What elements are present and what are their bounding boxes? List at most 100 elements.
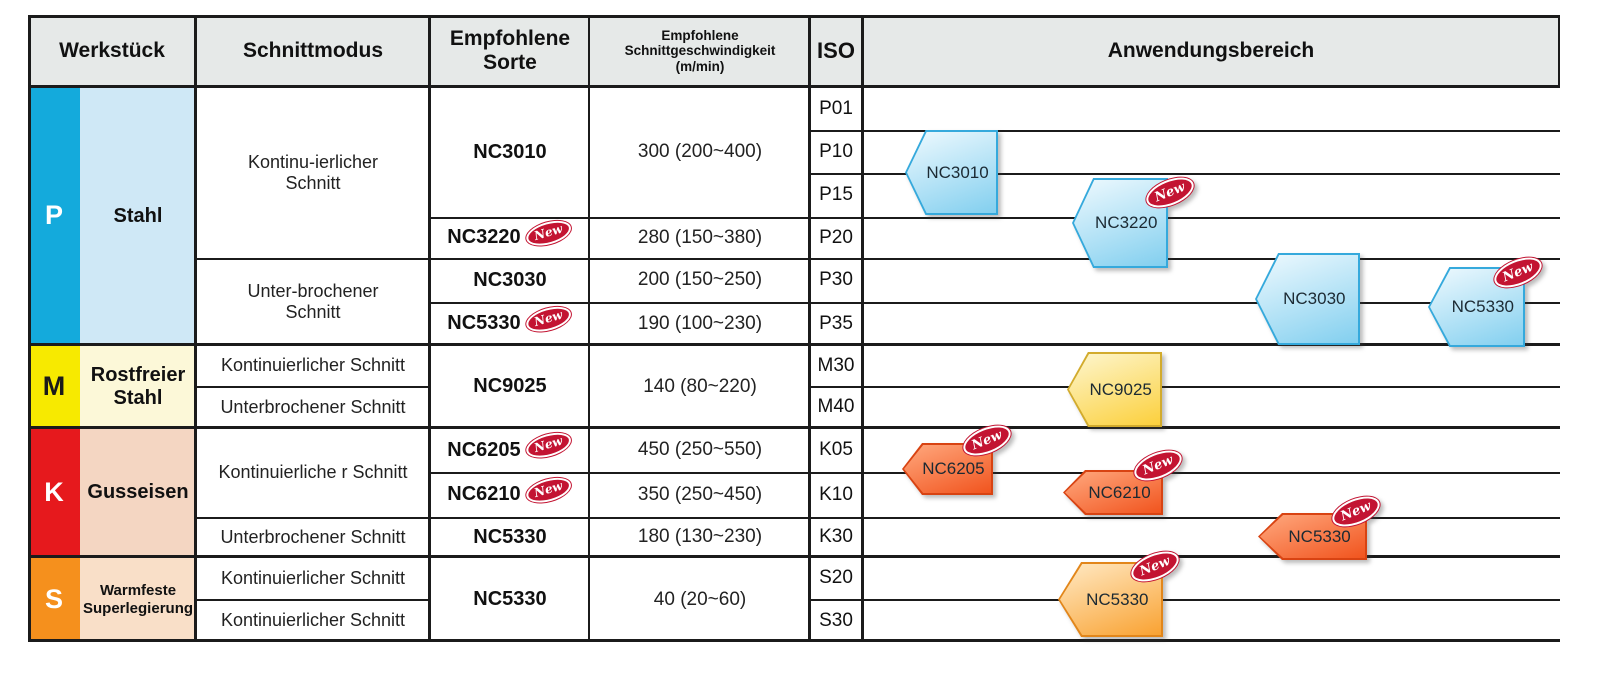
speed-cell: 190 (100~230): [590, 302, 810, 345]
mode-cell: Kontinuierlicher Schnitt: [196, 557, 430, 599]
iso-cell-P15: P15: [810, 173, 862, 217]
app-tag-NC6205: NC6205 New: [902, 419, 1015, 495]
iso-cell-P35: P35: [810, 302, 862, 345]
section-letter-S: S: [28, 557, 80, 642]
iso-cell-K30: K30: [810, 517, 862, 557]
grade-cell: NC5330 New: [430, 301, 590, 345]
tag-shape: [1069, 354, 1160, 425]
col-header-anwendungsbereich-label: Anwendungsbereich: [1107, 38, 1315, 62]
grid-line: [196, 258, 1560, 260]
grid-line: [861, 15, 864, 642]
section-letter-M: M: [28, 345, 80, 428]
app-tag-NC5330-s: NC5330 New: [1058, 545, 1183, 637]
grid-line: [430, 217, 1560, 219]
iso-label: P30: [819, 269, 853, 291]
iso-label: P35: [819, 312, 853, 334]
mode-label: Kontinu-ierlicher Schnitt: [247, 151, 379, 193]
iso-cell-K10: K10: [810, 472, 862, 517]
section-letter-P-label: P: [44, 200, 63, 231]
col-header-geschwindigkeit-label: Empfohlene Schnittgeschwindigkeit (m/min…: [624, 27, 776, 74]
grade-name: NC3220: [447, 226, 521, 248]
grade-cell: NC6205 New: [430, 428, 590, 472]
mode-cell: Kontinu-ierlicher Schnitt: [196, 87, 430, 258]
grid-line: [810, 599, 1560, 601]
grid-line: [430, 302, 1560, 304]
mode-cell: Kontinuierlicher Schnitt: [196, 345, 430, 386]
col-header-sorte: Empfohlene Sorte: [430, 15, 590, 87]
grid-line: [28, 343, 1560, 346]
speed-cell: 140 (80~220): [590, 345, 810, 428]
speed-cell: 350 (250~450): [590, 472, 810, 517]
col-header-iso: ISO: [810, 15, 862, 87]
col-header-werkstueck-label: Werkstück: [59, 38, 165, 62]
iso-label: K05: [819, 439, 853, 461]
mode-cell: Unterbrochener Schnitt: [196, 386, 430, 428]
iso-label: P20: [819, 226, 853, 248]
app-tag-label: NC6210: [1088, 482, 1151, 502]
speed-value: 350 (250~450): [637, 483, 763, 505]
speed-value: 300 (200~400): [637, 141, 763, 163]
speed-value: 450 (250~550): [637, 439, 763, 461]
mode-label: Unterbrochener Schnitt: [220, 526, 406, 547]
iso-label: M40: [817, 396, 855, 418]
app-tag-NC5330-p: NC5330 New: [1428, 251, 1546, 347]
grade-cell: NC6210 New: [430, 472, 590, 517]
speed-cell: 450 (250~550): [590, 428, 810, 472]
grade-application-table: Werkstück Schnittmodus Empfohlene Sorte …: [28, 15, 1560, 642]
iso-cell-M30: M30: [810, 345, 862, 386]
app-tag-NC3030: NC3030: [1255, 253, 1360, 345]
app-tag-NC6210: NC6210 New: [1063, 444, 1186, 515]
mode-label: Kontinuierlicher Schnitt: [220, 355, 406, 376]
speed-cell: 280 (150~380): [590, 217, 810, 258]
new-badge: New: [523, 428, 574, 463]
app-tag-label: NC3220: [1095, 213, 1158, 232]
tag-shape: [1257, 255, 1358, 343]
col-header-geschwindigkeit: Empfohlene Schnittgeschwindigkeit (m/min…: [590, 15, 810, 87]
grid-line: [810, 386, 1560, 388]
grid-line: [428, 15, 431, 642]
grid-line: [196, 386, 430, 388]
mode-label: Unterbrochener Schnitt: [220, 396, 406, 417]
grade-cell: NC9025: [430, 345, 590, 428]
col-header-anwendungsbereich: Anwendungsbereich: [862, 15, 1560, 87]
speed-cell: 200 (150~250): [590, 258, 810, 302]
app-tag-label: NC9025: [1089, 379, 1152, 399]
grid-line: [196, 599, 430, 601]
iso-label: P10: [819, 140, 853, 162]
iso-label: P01: [819, 97, 853, 119]
mode-cell: Kontinuierliche r Schnitt: [196, 428, 430, 517]
mode-label: Kontinuierliche r Schnitt: [218, 462, 408, 483]
new-badge: New: [523, 472, 574, 507]
grade-cell: NC3030: [430, 258, 590, 302]
mode-label: Kontinuierlicher Schnitt: [220, 610, 406, 631]
section-letter-P: P: [28, 87, 80, 345]
grade-cell: NC3220 New: [430, 215, 590, 258]
mode-label: Unter-brochener Schnitt: [247, 280, 379, 322]
iso-cell-K05: K05: [810, 428, 862, 472]
app-tag-NC3010: NC3010: [905, 130, 998, 215]
iso-label: M30: [817, 354, 855, 376]
speed-value: 40 (20~60): [653, 588, 747, 610]
section-letter-M-label: M: [42, 370, 66, 401]
mode-cell: Unter-brochener Schnitt: [196, 258, 430, 345]
new-badge: New: [523, 301, 574, 336]
grid-line: [194, 15, 197, 642]
grid-line: [28, 555, 1560, 558]
mode-cell: Unterbrochener Schnitt: [196, 517, 430, 557]
section-letter-K: K: [28, 428, 80, 557]
mode-label: Kontinuierlicher Schnitt: [220, 567, 406, 588]
material-name-K: Gusseisen: [80, 428, 196, 557]
mode-cell: Kontinuierlicher Schnitt: [196, 599, 430, 642]
grid-line: [1558, 15, 1560, 87]
iso-cell-P10: P10: [810, 130, 862, 173]
grade-name: NC6205: [447, 438, 521, 461]
grade-name: NC3030: [473, 268, 547, 291]
grade-cell: NC5330: [430, 557, 590, 642]
col-header-schnittmodus-label: Schnittmodus: [243, 38, 383, 62]
grid-line: [810, 173, 1560, 175]
iso-cell-P01: P01: [810, 87, 862, 130]
speed-cell: 40 (20~60): [590, 557, 810, 642]
grade-name: NC6210: [447, 483, 521, 505]
grade-cell: NC5330: [430, 517, 590, 557]
